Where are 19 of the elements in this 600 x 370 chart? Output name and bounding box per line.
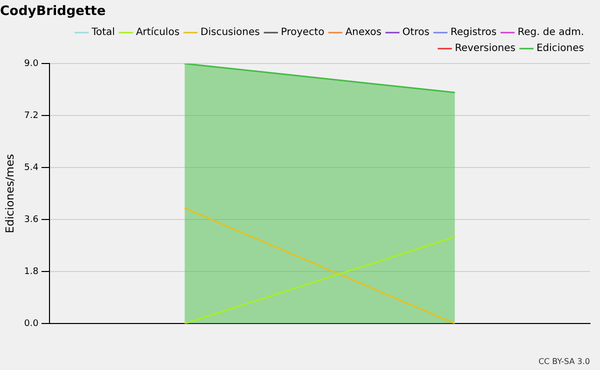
legend-label: Artículos [136,27,180,38]
legend-label: Registros [450,27,497,38]
legend-label: Reg. de adm. [518,27,584,38]
legend-label: Total [90,27,115,38]
y-tick-label: 7.2 [24,110,39,121]
chart-title: CodyBridgette [0,4,106,20]
legend-label: Proyecto [280,27,324,38]
y-tick-label: 9.0 [24,58,39,69]
legend-label: Reversiones [454,43,516,54]
y-tick-label: 1.8 [24,266,39,277]
y-axis-title: Ediciones/mes [3,154,16,234]
y-tick-label: 0.0 [24,318,39,329]
legend-label: Otros [402,27,430,38]
text: CC BY-SA 3.0 [538,357,590,366]
y-tick-label: 5.4 [24,162,39,173]
legend-label: Anexos [345,27,382,38]
y-tick-label: 3.6 [24,214,39,225]
legend-label: Discusiones [200,27,260,38]
legend-label: Ediciones [536,43,584,54]
